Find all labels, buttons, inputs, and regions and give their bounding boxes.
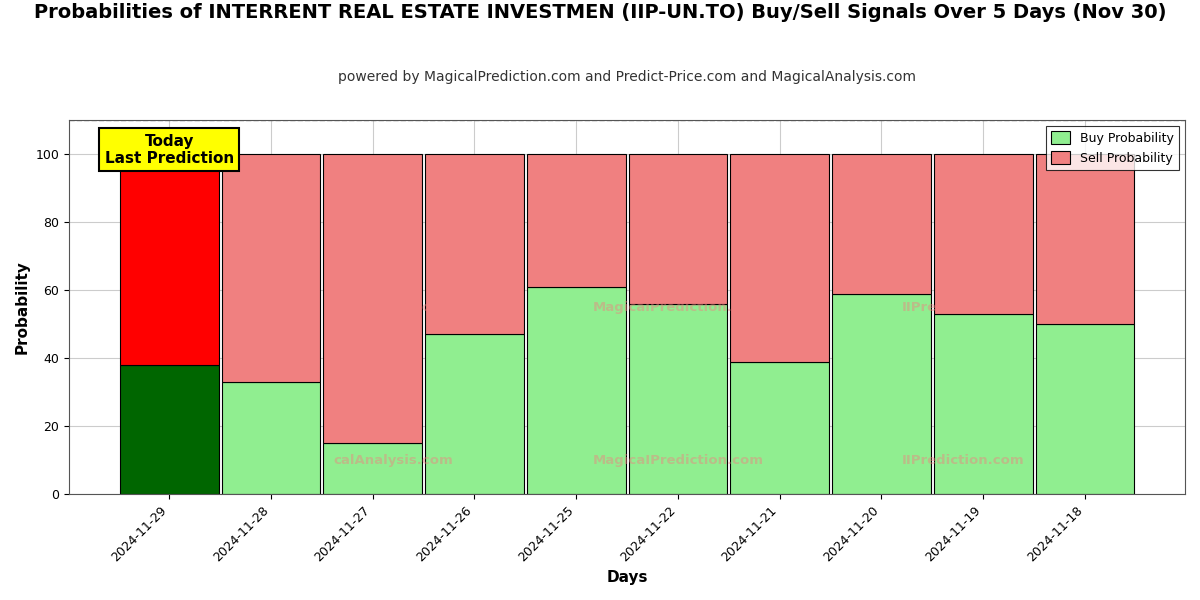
Text: Today
Last Prediction: Today Last Prediction: [104, 134, 234, 166]
Text: MagicaIPrediction.com: MagicaIPrediction.com: [593, 454, 763, 467]
Text: calAnalysis.com: calAnalysis.com: [334, 454, 452, 467]
Text: IIPrediction.com: IIPrediction.com: [901, 301, 1024, 314]
Bar: [731, 362, 829, 494]
Bar: [120, 154, 218, 365]
Bar: [425, 154, 524, 334]
Text: IIPrediction.com: IIPrediction.com: [901, 454, 1024, 467]
Bar: [425, 334, 524, 494]
Bar: [934, 314, 1032, 494]
Bar: [1036, 324, 1134, 494]
Bar: [629, 304, 727, 494]
Bar: [731, 154, 829, 362]
Text: MagicalPrediction.com: MagicalPrediction.com: [593, 301, 763, 314]
Bar: [323, 154, 422, 443]
Bar: [527, 287, 625, 494]
Bar: [222, 382, 320, 494]
Text: calAnalysis.com: calAnalysis.com: [334, 301, 452, 314]
Title: powered by MagicalPrediction.com and Predict-Price.com and MagicalAnalysis.com: powered by MagicalPrediction.com and Pre…: [338, 70, 916, 84]
Bar: [323, 443, 422, 494]
Bar: [832, 293, 931, 494]
Bar: [120, 365, 218, 494]
Bar: [1036, 154, 1134, 324]
X-axis label: Days: Days: [606, 570, 648, 585]
Bar: [527, 154, 625, 287]
Bar: [222, 154, 320, 382]
Text: Probabilities of INTERRENT REAL ESTATE INVESTMEN (IIP-UN.TO) Buy/Sell Signals Ov: Probabilities of INTERRENT REAL ESTATE I…: [34, 3, 1166, 22]
Legend: Buy Probability, Sell Probability: Buy Probability, Sell Probability: [1046, 126, 1178, 170]
Bar: [934, 154, 1032, 314]
Bar: [629, 154, 727, 304]
Y-axis label: Probability: Probability: [16, 260, 30, 354]
Bar: [832, 154, 931, 293]
